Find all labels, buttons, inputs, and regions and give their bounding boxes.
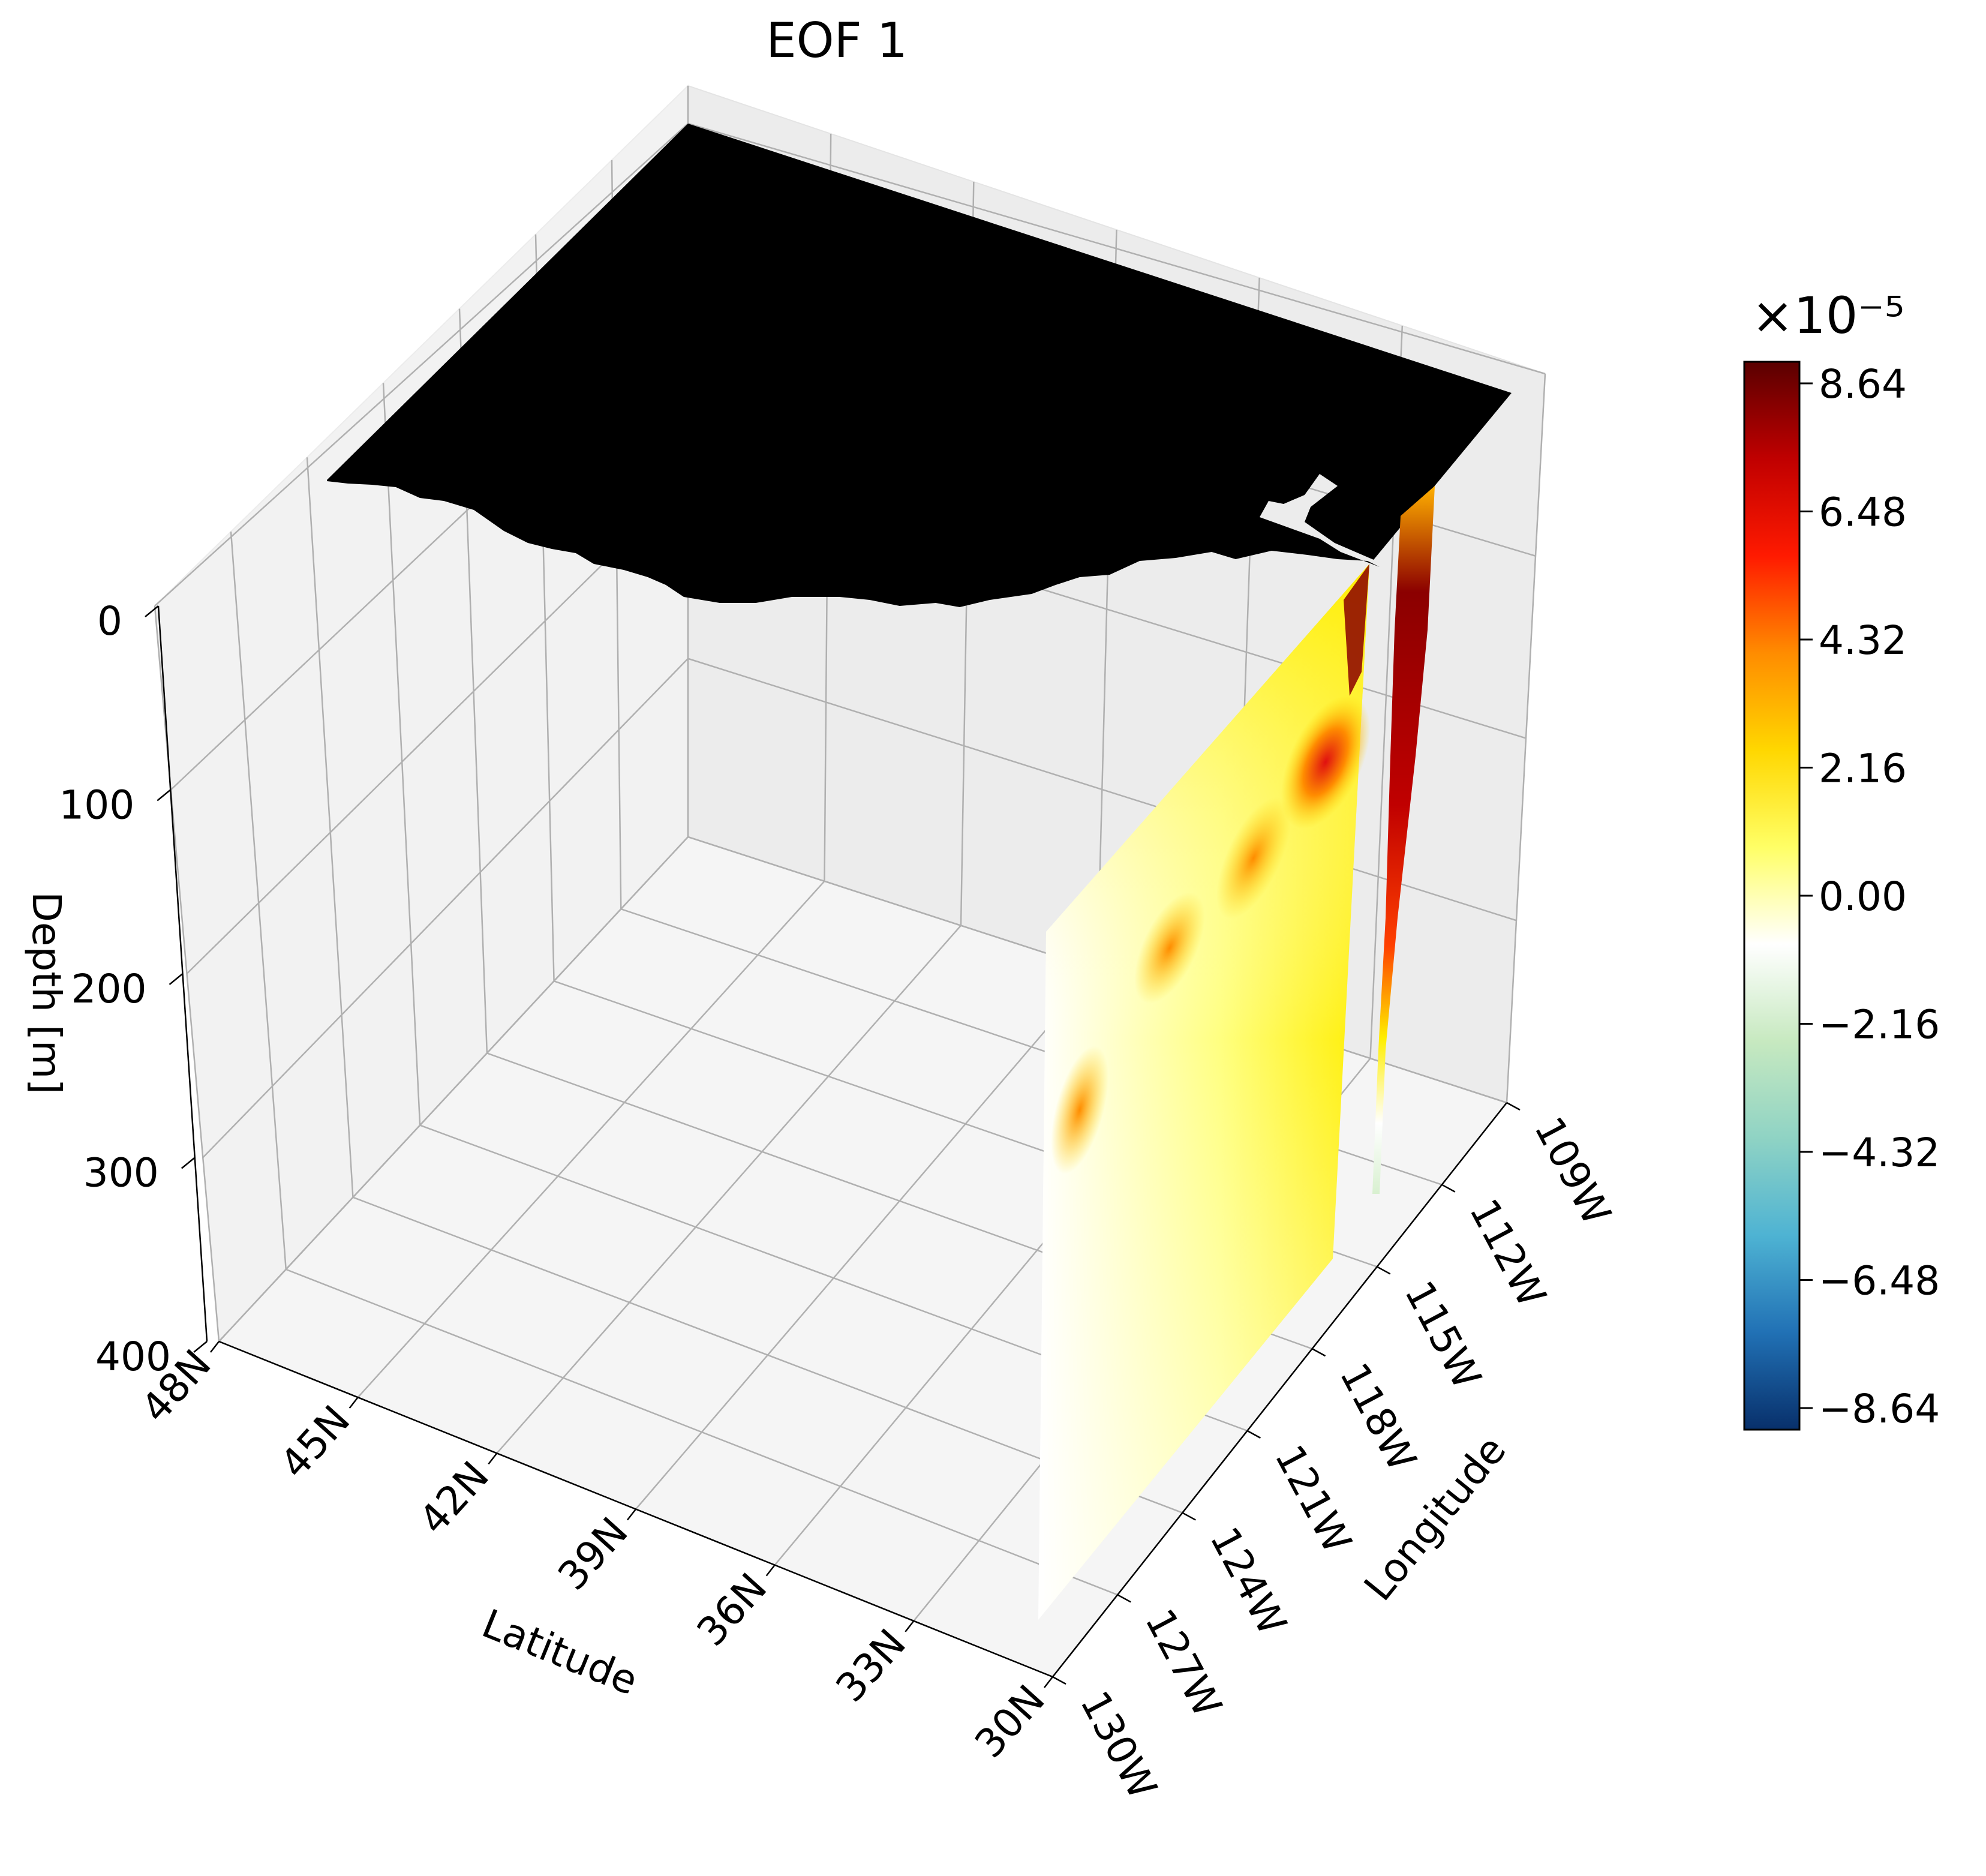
longitude-tick-label: 112W (1461, 1191, 1555, 1314)
chart-title: EOF 1 (766, 13, 908, 68)
latitude-tick-mark (905, 1620, 915, 1632)
colorbar-tick-label: 2.16 (1819, 746, 1907, 792)
colorbar-tick-label: 8.64 (1819, 361, 1907, 407)
depth-tick-mark (169, 973, 184, 985)
latitude-tick-mark (210, 1341, 220, 1353)
latitude-tick-label: 42N (410, 1453, 498, 1544)
longitude-tick-mark (1311, 1348, 1326, 1357)
grid-line-depth (202, 658, 689, 1158)
grid-line-lon-wall (306, 457, 354, 1197)
longitude-tick-mark (1052, 1676, 1066, 1685)
section-115w (1372, 486, 1435, 1194)
longitude-tick-mark (1246, 1430, 1261, 1439)
colorbar-tick-label: 4.32 (1819, 617, 1907, 664)
longitude-tick-label: 109W (1525, 1109, 1620, 1232)
longitude-tick-mark (1506, 1101, 1521, 1111)
colorbar-tick-label: −2.16 (1819, 1002, 1940, 1048)
grid-line-depth (218, 836, 689, 1342)
latitude-tick-label: 36N (688, 1565, 776, 1655)
latitude-tick-mark (348, 1397, 359, 1409)
depth-tick-mark (157, 789, 172, 802)
colorbar-tick-label: 0.00 (1819, 874, 1907, 920)
depth-tick-label: 400 (95, 1334, 171, 1380)
colorbar-tick-label: −8.64 (1819, 1386, 1940, 1432)
land-mask (327, 124, 1512, 607)
latitude-tick-label: 39N (549, 1509, 636, 1599)
latitude-tick-mark (765, 1564, 776, 1577)
colorbar-tick-label: −6.48 (1819, 1258, 1940, 1304)
grid-line-lon-wall (230, 532, 287, 1269)
longitude-tick-label: 124W (1201, 1520, 1296, 1643)
latitude-tick-mark (627, 1508, 636, 1521)
latitude-tick-mark (1044, 1676, 1053, 1688)
colorbar-tick-label: −4.32 (1819, 1130, 1940, 1176)
longitude-tick-mark (1377, 1266, 1391, 1275)
depth-tick-label: 0 (97, 598, 122, 644)
colorbar: 8.64 6.48 4.32 2.16 0.00 −2.16 −4.32 −6.48 −8.64… (1743, 286, 1940, 1432)
grid-line-lon-wall (382, 383, 421, 1125)
depth-tick-mark (145, 605, 159, 617)
depth-tick-mark (181, 1157, 196, 1169)
longitude-tick-label: 130W (1071, 1683, 1166, 1806)
depth-axis-label: Depth [m] (23, 892, 70, 1094)
grid-line-lat (496, 925, 962, 1454)
colorbar-ticks: 8.64 6.48 4.32 2.16 0.00 −2.16 −4.32 −6.48 −8.64 (1799, 361, 1940, 1432)
longitude-tick-label: 118W (1330, 1356, 1425, 1479)
depth-tick-label: 200 (71, 966, 147, 1012)
longitude-tick-label: 115W (1396, 1274, 1491, 1397)
depth-tick-label: 300 (83, 1150, 159, 1196)
latitude-axis-label: Latitude (476, 1601, 644, 1704)
longitude-tick-mark (1441, 1184, 1456, 1193)
latitude-tick-label: 33N (827, 1620, 915, 1711)
depth-tick-label: 100 (59, 782, 134, 829)
grid-line-lat (357, 880, 825, 1398)
grid-line-lat (635, 969, 1098, 1510)
longitude-tick-label: 121W (1266, 1437, 1360, 1560)
colorbar-tick-label: 6.48 (1819, 490, 1907, 536)
longitude-tick-mark (1117, 1594, 1131, 1603)
section-30n (1038, 564, 1371, 1620)
latitude-tick-label: 30N (966, 1676, 1053, 1767)
longitude-axis-line (1052, 1102, 1507, 1677)
grid-line-depth-wall (687, 658, 1517, 922)
grid-line-depth-wall (687, 122, 1546, 375)
depth-tick-mark (193, 1341, 208, 1353)
latitude-tick-label: 45N (271, 1397, 359, 1487)
grid-line-lon (286, 1268, 1118, 1596)
grid-line-depth (154, 123, 689, 607)
colorbar-scale-label: ×10⁻⁵ (1751, 286, 1904, 345)
depth-ticks: 0 100 200 300 400 (59, 598, 208, 1380)
longitude-tick-label: 127W (1136, 1602, 1231, 1725)
colorbar-gradient (1743, 361, 1801, 1431)
latitude-tick-mark (488, 1452, 498, 1465)
longitude-tick-mark (1182, 1512, 1196, 1521)
